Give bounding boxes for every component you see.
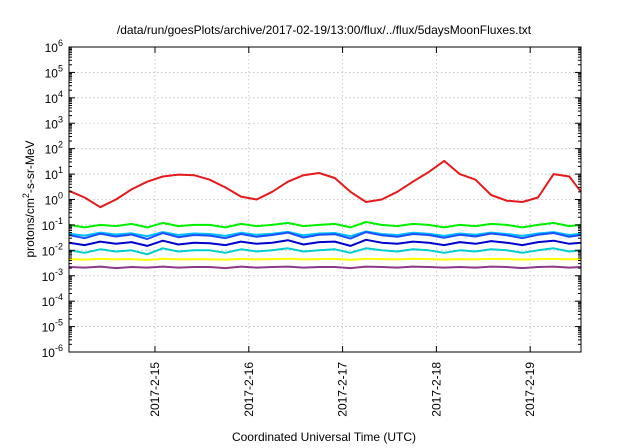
series-line: [68, 221, 582, 229]
series-line: [68, 159, 582, 209]
y-tick-label-exponent: -4: [55, 292, 63, 302]
y-tick-label: 103: [45, 114, 63, 131]
y-tick-label-base: 10: [45, 168, 59, 182]
y-tick-label-exponent: 4: [58, 89, 63, 99]
y-tick-label-base: 10: [42, 219, 56, 233]
y-tick-label: 10-3: [42, 267, 63, 284]
series-line: [68, 230, 582, 238]
y-tick-label-base: 10: [45, 92, 59, 106]
x-tick-label: 2017-2-18: [429, 362, 443, 417]
y-tick-label-exponent: 0: [58, 191, 63, 201]
y-tick-label-exponent: 1: [58, 165, 63, 175]
y-tick-label-exponent: 5: [58, 63, 63, 73]
y-tick-label: 10-1: [42, 216, 63, 233]
y-tick-label-base: 10: [42, 270, 56, 284]
chart-title: /data/run/goesPlots/archive/2017-02-19/1…: [117, 23, 532, 37]
y-tick-label-exponent: -5: [55, 318, 63, 328]
y-tick-label-base: 10: [45, 194, 59, 208]
x-tick-label: 2017-2-15: [148, 362, 162, 417]
y-tick-label-exponent: -3: [55, 267, 63, 277]
y-axis-label-sup: 2: [21, 193, 31, 198]
y-tick-label-base: 10: [45, 117, 59, 131]
y-tick-label: 101: [45, 165, 63, 182]
y-tick-label: 10-4: [42, 292, 63, 309]
x-tick-label: 2017-2-16: [242, 362, 256, 417]
y-axis-label-suffix: -s-sr-MeV: [23, 140, 37, 193]
y-tick-label-exponent: -1: [55, 216, 63, 226]
y-axis-ticks: 10-610-510-410-310-210-11001011021031041…: [42, 38, 581, 360]
x-axis-ticks: 2017-2-15 2017-2-16 2017-2-17 2017-2-18 2017…: [148, 47, 537, 417]
y-tick-label: 104: [45, 89, 63, 106]
series-line: [68, 231, 582, 240]
series-line: [68, 257, 582, 261]
y-tick-label-base: 10: [42, 321, 56, 335]
y-tick-label: 106: [45, 38, 63, 55]
y-tick-label-base: 10: [45, 41, 59, 55]
y-tick-label: 102: [45, 140, 63, 157]
y-tick-label-exponent: 6: [58, 38, 63, 48]
series-line: [68, 265, 582, 270]
x-tick-label: 2017-2-19: [523, 362, 537, 417]
y-tick-label-base: 10: [45, 143, 59, 157]
y-tick-label: 10-6: [42, 343, 63, 360]
x-tick-label: 2017-2-17: [336, 362, 350, 417]
y-tick-label-base: 10: [45, 66, 59, 80]
y-tick-label-base: 10: [42, 244, 56, 258]
x-axis-label: Coordinated Universal Time (UTC): [232, 430, 416, 444]
y-tick-label: 10-5: [42, 318, 63, 335]
y-tick-label: 105: [45, 63, 63, 80]
y-tick-label: 100: [45, 191, 63, 208]
series-line: [68, 238, 582, 247]
y-tick-label-exponent: 2: [58, 140, 63, 150]
y-tick-label-base: 10: [42, 295, 56, 309]
y-tick-label: 10-2: [42, 241, 63, 258]
series-group: [68, 159, 582, 270]
y-tick-label-exponent: -2: [55, 241, 63, 251]
y-axis-label: protons/cm2-s-sr-MeV: [21, 140, 37, 257]
series-line: [68, 247, 582, 256]
y-tick-label-exponent: 3: [58, 114, 63, 124]
y-tick-label-exponent: -6: [55, 343, 63, 353]
y-tick-label-base: 10: [42, 346, 56, 360]
y-axis-label-prefix: protons/cm: [23, 198, 37, 257]
